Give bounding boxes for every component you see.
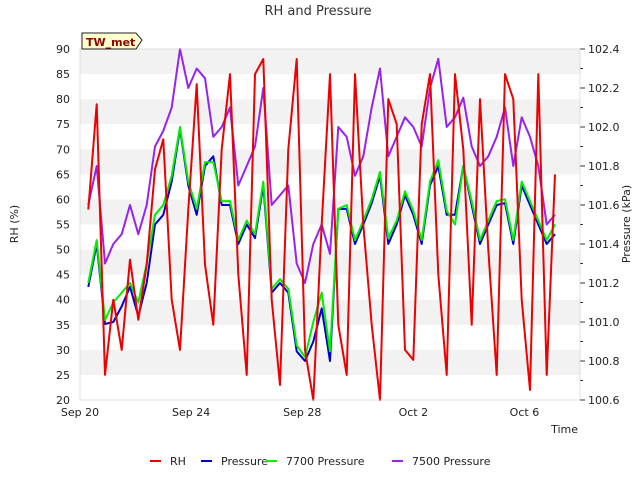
y-right-tick-label: 101.0 <box>588 316 620 329</box>
y-left-tick-label: 55 <box>56 219 70 232</box>
legend-label: Pressure <box>221 455 268 468</box>
plot-frame <box>79 48 581 401</box>
x-tick-label: Oct 2 <box>399 406 429 419</box>
badge-background <box>81 32 143 50</box>
chart-title: RH and Pressure <box>264 4 371 19</box>
x-tick-label: Oct 6 <box>510 406 540 419</box>
y-left-tick-label: 90 <box>56 43 70 56</box>
x-axis: Sep 20 Sep 24 Sep 28 Oct 2 Oct 6 <box>61 406 539 419</box>
y-left-tick-label: 40 <box>56 294 70 307</box>
y-axis-left-title: RH (%) <box>8 205 21 243</box>
y-axis-right-title: Pressure (kPa) <box>620 185 633 263</box>
y-left-tick-label: 45 <box>56 269 70 282</box>
grid-band <box>80 374 580 400</box>
grid-band <box>80 299 580 325</box>
y-left-tick-label: 25 <box>56 369 70 382</box>
y-right-tick-label: 102.2 <box>588 82 620 95</box>
y-left-tick-label: 20 <box>56 394 70 407</box>
series-line-rh <box>87 58 556 401</box>
station-badge: TW_met <box>81 32 143 50</box>
series-lines <box>87 48 556 401</box>
right-y-axis: 100.6 100.8 101.0 101.2 101.4 101.6 101.8 102.0… <box>580 43 620 407</box>
y-left-tick-label: 65 <box>56 168 70 181</box>
y-left-tick-label: 85 <box>56 68 70 81</box>
x-tick-label: Sep 24 <box>172 406 210 419</box>
y-right-tick-label: 102.4 <box>588 43 620 56</box>
x-tick-label: Sep 28 <box>283 406 321 419</box>
badge-label: TW_met <box>86 36 135 49</box>
grid-band <box>80 49 580 75</box>
x-tick-label: Sep 20 <box>61 406 99 419</box>
legend-label: 7700 Pressure <box>286 455 365 468</box>
legend-label: RH <box>170 455 186 468</box>
y-right-tick-label: 100.8 <box>588 355 620 368</box>
y-right-tick-label: 101.2 <box>588 277 620 290</box>
y-left-tick-label: 60 <box>56 193 70 206</box>
y-right-tick-label: 100.6 <box>588 394 620 407</box>
grid-band <box>80 174 580 200</box>
y-right-tick-label: 101.8 <box>588 160 620 173</box>
legend-label: 7500 Pressure <box>412 455 491 468</box>
y-left-tick-label: 75 <box>56 118 70 131</box>
left-y-axis: 20 25 30 35 40 45 50 55 60 65 70 75 80 85 90 <box>56 43 70 407</box>
legend: RH Pressure 7700 Pressure 7500 Pressure <box>150 455 491 468</box>
y-left-tick-label: 70 <box>56 143 70 156</box>
y-right-tick-label: 101.6 <box>588 199 620 212</box>
y-right-tick-label: 101.4 <box>588 238 620 251</box>
y-left-tick-label: 35 <box>56 319 70 332</box>
grid-band <box>80 274 580 300</box>
x-axis-title: Time <box>550 423 578 436</box>
y-left-tick-label: 50 <box>56 244 70 257</box>
y-right-tick-label: 102.0 <box>588 121 620 134</box>
y-left-tick-label: 80 <box>56 93 70 106</box>
y-left-tick-label: 30 <box>56 344 70 357</box>
